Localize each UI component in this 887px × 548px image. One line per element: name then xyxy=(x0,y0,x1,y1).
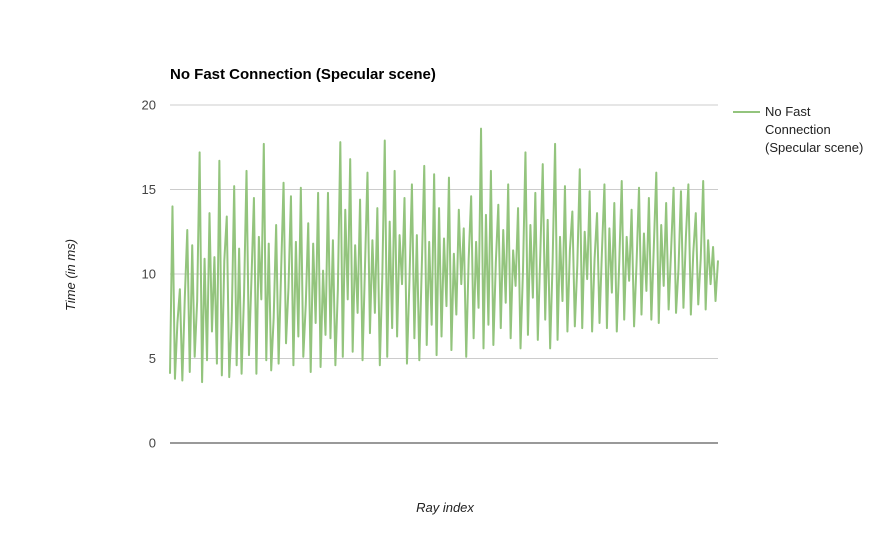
legend: No Fast Connection (Specular scene) xyxy=(733,104,863,155)
series-line xyxy=(169,127,719,384)
y-axis-title: Time (in ms) xyxy=(63,239,78,311)
y-tick-labels: 0 5 10 15 20 xyxy=(142,98,156,451)
chart-title: No Fast Connection (Specular scene) xyxy=(170,66,436,83)
y-tick-label: 5 xyxy=(149,351,156,366)
y-tick-label: 15 xyxy=(142,182,156,197)
y-tick-label: 20 xyxy=(142,98,156,113)
y-tick-label: 10 xyxy=(142,267,156,282)
x-axis-title: Ray index xyxy=(416,500,474,515)
legend-label: No Fast Connection (Specular scene) xyxy=(765,104,863,155)
series-layer xyxy=(169,127,719,384)
y-tick-label: 0 xyxy=(149,436,156,451)
